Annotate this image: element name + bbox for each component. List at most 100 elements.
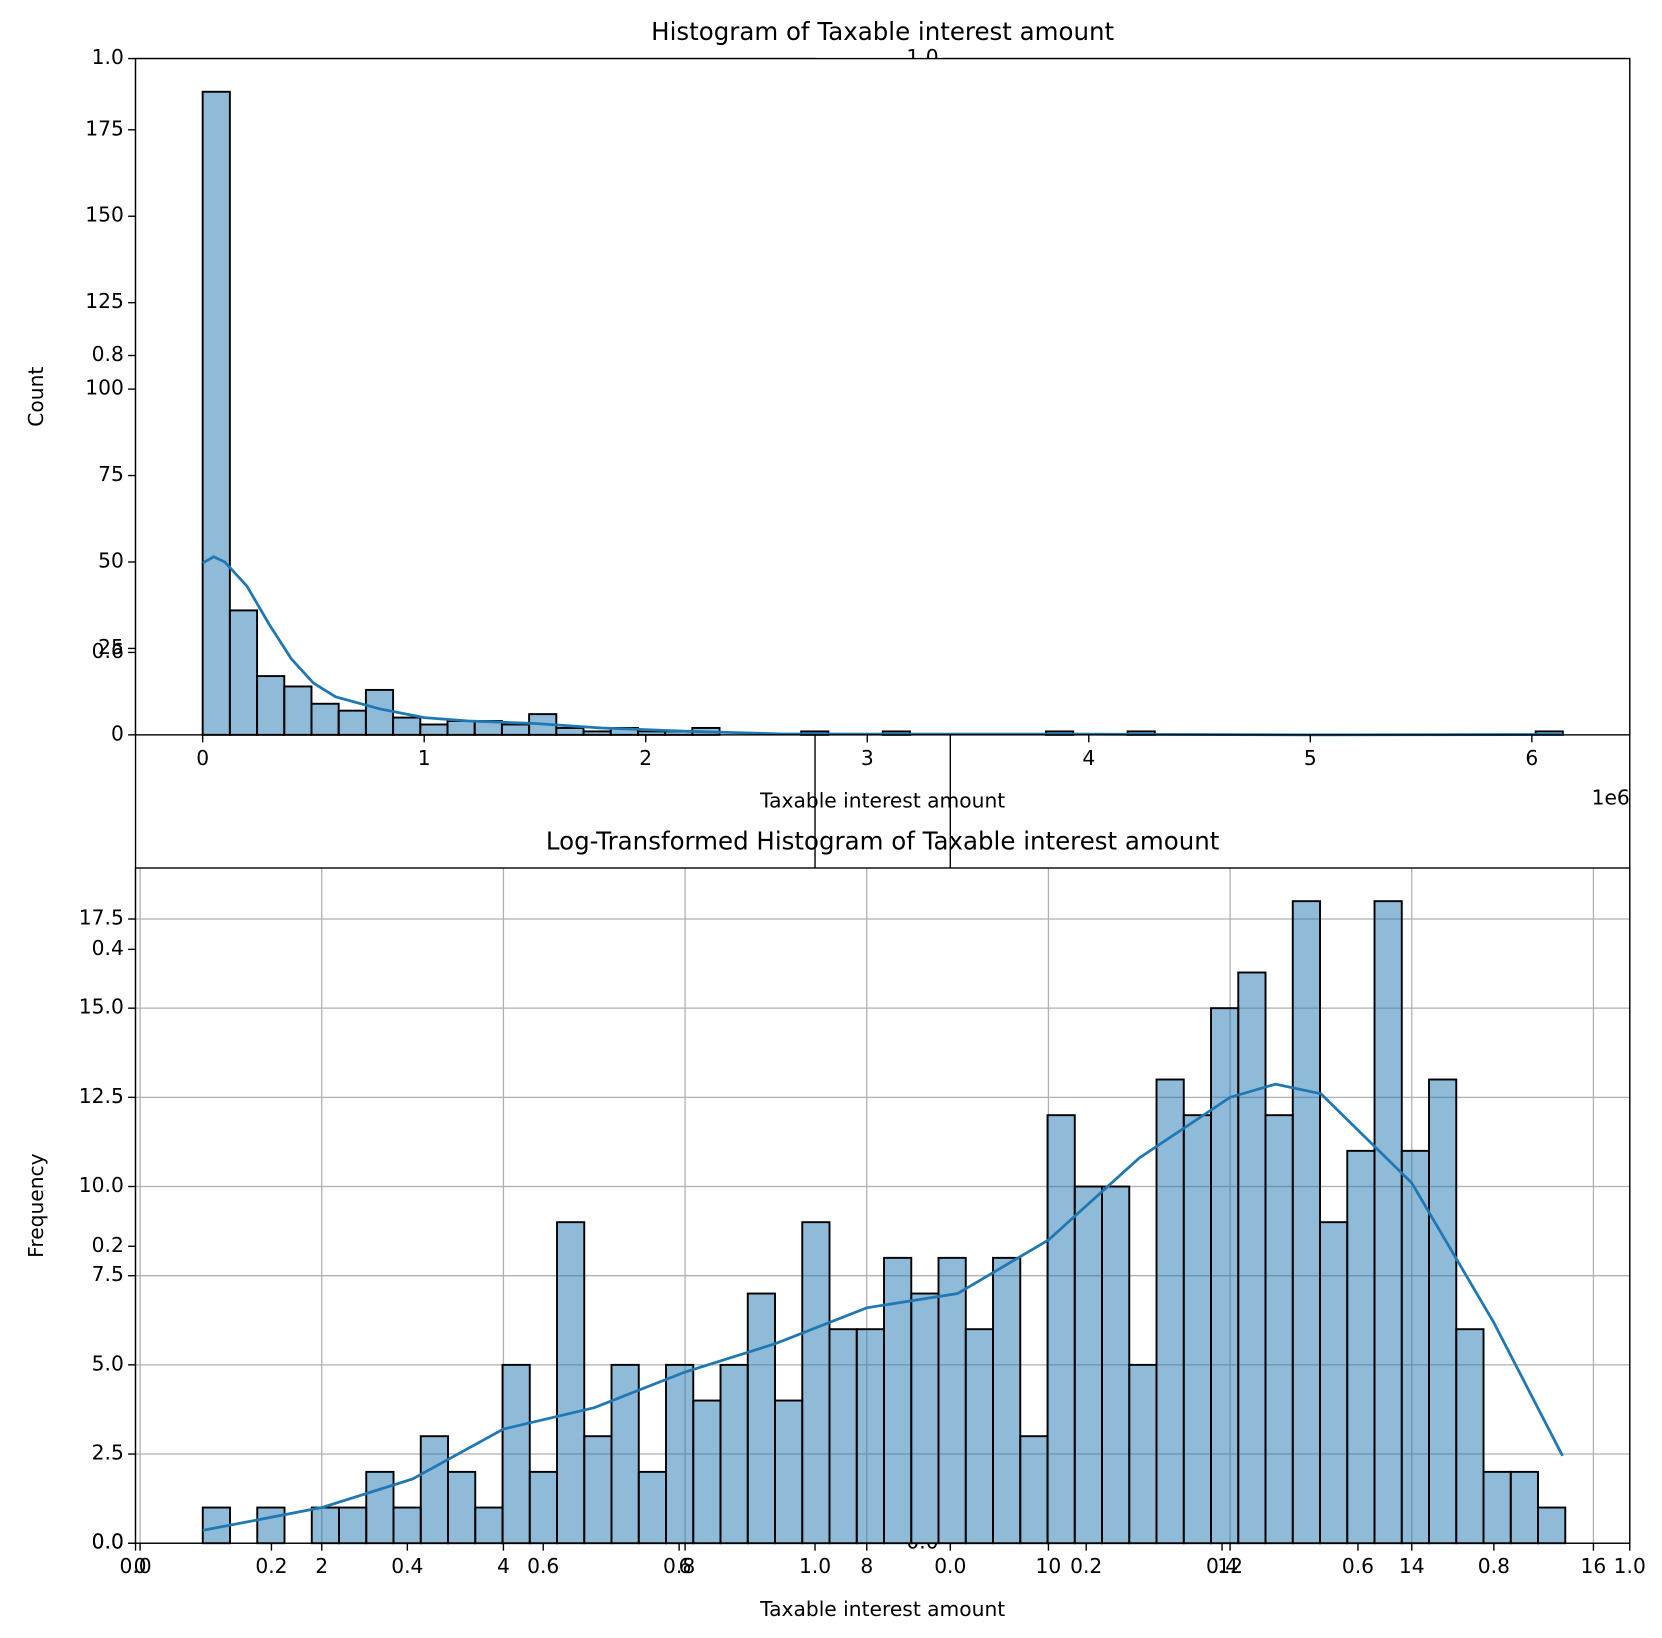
y-tick-label: 2.5 (92, 1441, 124, 1465)
x-tick-label: 0.0 (119, 1554, 151, 1578)
bar (283, 685, 313, 736)
x-tick-label: 3 (861, 746, 874, 770)
x-tick-label: 14 (1399, 1554, 1425, 1578)
bar (1073, 1185, 1103, 1545)
bar (338, 1506, 368, 1545)
bar (992, 1256, 1022, 1545)
bar (392, 1506, 422, 1545)
x-offset-label: 1e6 (1592, 785, 1630, 809)
y-tick-label: 7.5 (92, 1262, 124, 1286)
bar (1509, 1470, 1539, 1545)
bar (447, 1470, 477, 1545)
x-tick-label: 1.0 (799, 1554, 831, 1578)
bar (228, 609, 259, 736)
chart-title: Log-Transformed Histogram of Taxable int… (546, 826, 1220, 855)
y-tick-label: 0.0 (92, 1530, 124, 1554)
bar (1101, 1185, 1131, 1545)
axes: 0 1 2 3 4 5 6 0 25 50 75 100 125 150 175 Histogram of T… (24, 17, 1631, 812)
bar (1264, 1114, 1294, 1545)
chart-title: Histogram of Taxable interest amount (651, 17, 1114, 46)
bar (556, 1221, 586, 1545)
y-tick-label: 0.0 (92, 1530, 124, 1554)
plot-area (135, 58, 1630, 735)
bar (746, 1292, 776, 1545)
x-tick-label: 0.8 (1478, 1554, 1510, 1578)
bar (1400, 1149, 1430, 1545)
bar (1428, 1078, 1458, 1545)
bar (555, 726, 585, 736)
bar (365, 1470, 395, 1545)
bar (828, 1328, 858, 1545)
axes-frame (134, 867, 1631, 1544)
x-tick-label: 10 (1036, 1554, 1062, 1578)
bar (1291, 900, 1321, 1545)
bar (1237, 971, 1267, 1545)
bar (1182, 1114, 1212, 1545)
bar (474, 1506, 504, 1545)
x-axis-label: Taxable interest amount (759, 788, 1005, 812)
bar (392, 716, 422, 736)
y-tick-label: 0.8 (92, 342, 124, 366)
y-tick-label: 0.4 (92, 936, 124, 960)
bar (310, 702, 340, 736)
x-tick-label: 0.2 (1070, 1554, 1102, 1578)
x-tick-label: 4 (497, 1554, 510, 1578)
x-tick-label: 0.8 (663, 1554, 695, 1578)
bar (964, 1328, 994, 1545)
x-tick-label: 1 (418, 746, 431, 770)
y-tick-label: 1.0 (92, 45, 124, 69)
x-tick-label: 0 (134, 1554, 147, 1578)
x-tick-label: 6 (1525, 746, 1538, 770)
bar (446, 720, 476, 736)
y-tick-label: 5.0 (92, 1351, 124, 1375)
x-tick-label: 2 (315, 1554, 328, 1578)
bar (337, 709, 367, 736)
x-tick-label: 16 (1581, 1554, 1607, 1578)
bar (1210, 1007, 1240, 1545)
bar (256, 675, 286, 736)
bar (583, 1435, 613, 1545)
y-tick-label: 0 (111, 721, 124, 745)
bar (1346, 1149, 1376, 1545)
bar (855, 1328, 885, 1545)
y-tick-label: 175 (85, 116, 124, 140)
bar (1155, 1078, 1185, 1545)
axes: 0 2 4 6 8 10 12 14 16 0.0 2.5 5.0 7.5 10.0 12.5 15.0 17.… (24, 826, 1631, 1621)
y-tick-label: 12.5 (79, 1084, 124, 1108)
x-axis-label: Taxable interest amount (759, 1597, 1005, 1621)
y-tick-label: 75 (98, 462, 124, 486)
bar (1046, 1114, 1076, 1545)
y-tick-label: 125 (85, 289, 124, 313)
bar (1128, 1363, 1158, 1545)
bar (256, 1506, 286, 1545)
y-tick-label: 100 (85, 376, 124, 400)
bar (1482, 1470, 1512, 1545)
bar (719, 1363, 749, 1545)
bar (1373, 900, 1403, 1545)
bar (501, 1363, 531, 1545)
bar (419, 723, 449, 736)
y-tick-label: 150 (85, 203, 124, 227)
x-tick-label: 2 (639, 746, 652, 770)
x-tick-label: 8 (860, 1554, 873, 1578)
bar (692, 1399, 722, 1545)
x-tick-label: 0 (196, 746, 209, 770)
x-tick-label: 4 (1082, 746, 1095, 770)
bar (774, 1399, 804, 1545)
x-tick-label: 0.6 (1342, 1554, 1374, 1578)
y-tick-label: 17.5 (79, 905, 124, 929)
y-tick-label: 25 (98, 635, 124, 659)
bar (937, 1256, 967, 1545)
y-axis-label: Count (24, 367, 48, 427)
kde-line (202, 1082, 1564, 1532)
bar (665, 1363, 695, 1545)
y-tick-label: 15.0 (79, 995, 124, 1019)
bar (1019, 1435, 1049, 1545)
x-tick-label: 0.6 (527, 1554, 559, 1578)
y-tick-label: 10.0 (79, 1173, 124, 1197)
x-tick-label: 5 (1304, 746, 1317, 770)
bar (419, 1435, 449, 1545)
bar (1455, 1328, 1485, 1545)
bar (528, 1470, 558, 1545)
x-tick-label: 12 (1217, 1554, 1243, 1578)
